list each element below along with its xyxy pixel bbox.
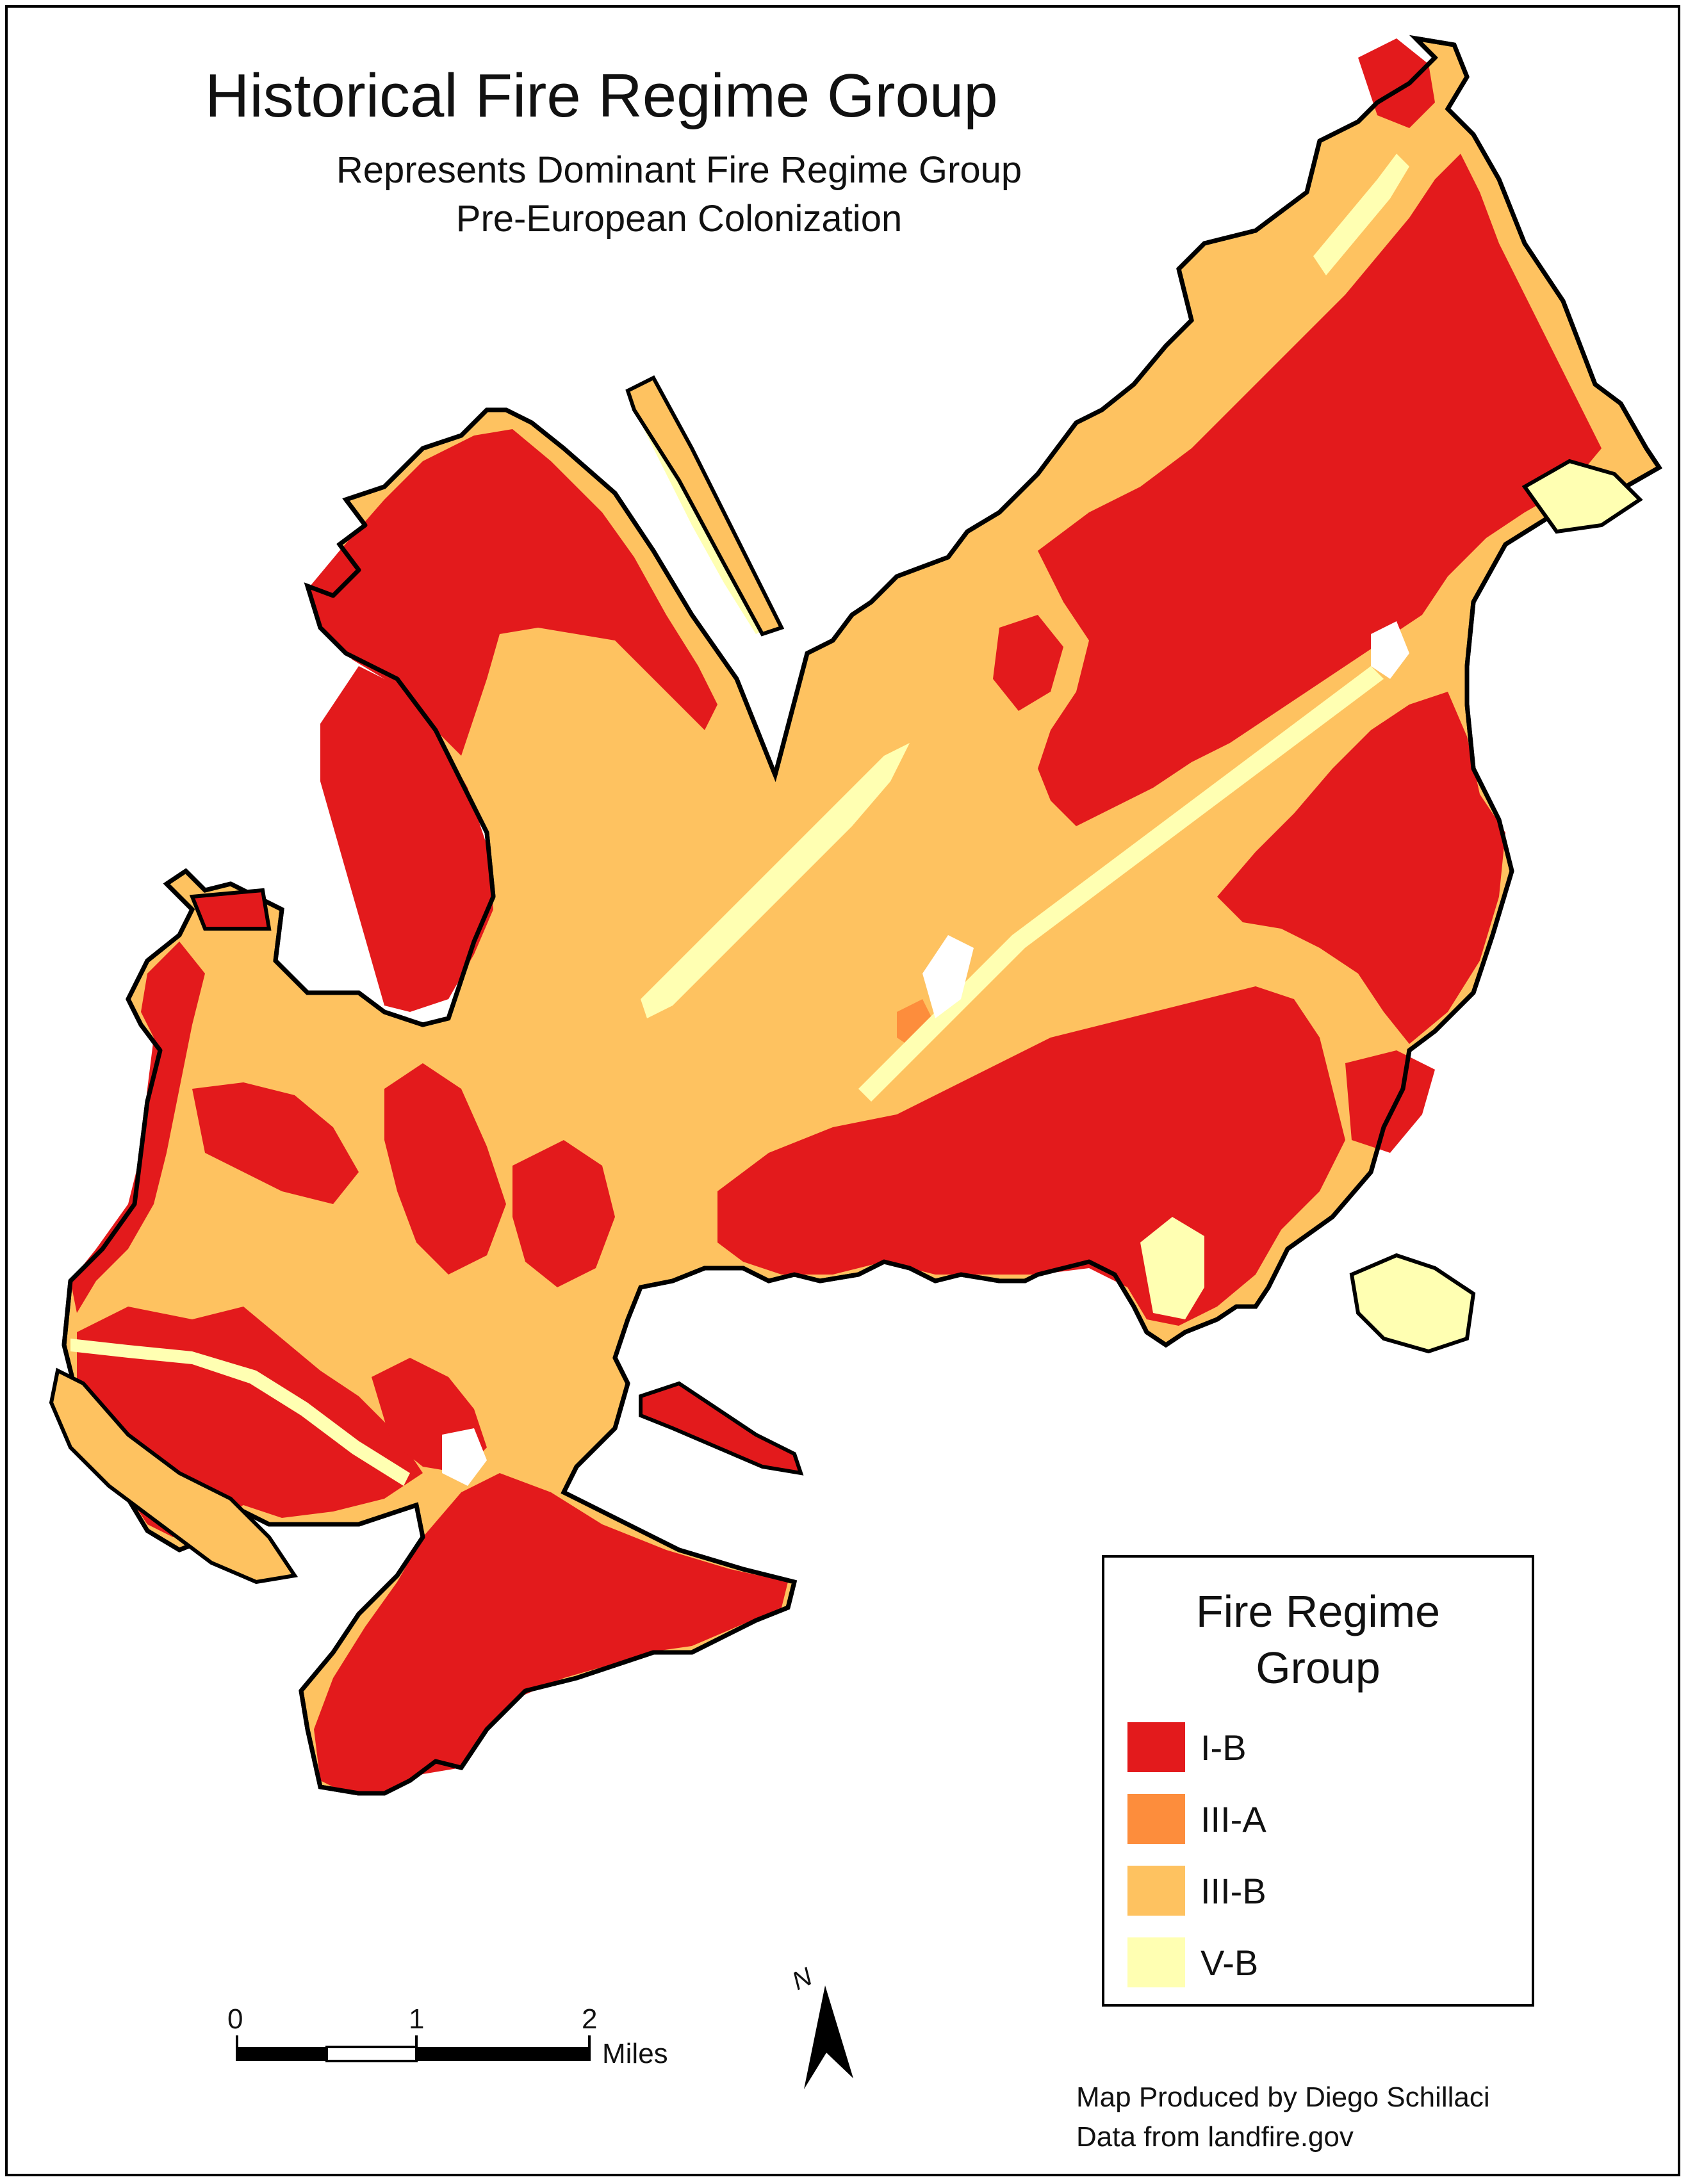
fire-regime-vb-band — [1313, 154, 1409, 275]
legend-label: I-B — [1200, 1727, 1247, 1768]
legend-swatch — [1127, 1866, 1185, 1916]
outlying-parcel — [625, 375, 785, 637]
no-data-patch — [922, 935, 974, 1018]
legend-label: III-B — [1200, 1870, 1266, 1911]
map-title: Historical Fire Regime Group — [205, 61, 998, 130]
legend-swatch — [1127, 1722, 1185, 1772]
north-arrow-icon — [804, 1985, 853, 2089]
fire-regime-ib-patch — [993, 615, 1063, 711]
no-data-patch — [442, 1428, 487, 1486]
map-subtitle-line1: Represents Dominant Fire Regime Group — [336, 149, 1022, 191]
fire-regime-ib-patch — [314, 1473, 788, 1793]
legend-title: Fire Regime Group — [1104, 1583, 1532, 1696]
fire-regime-ib-patch — [1358, 38, 1435, 128]
fire-regime-vb-band — [1140, 1217, 1204, 1319]
fire-regime-ib-patch — [1345, 1050, 1435, 1153]
legend-title-line2: Group — [1256, 1643, 1381, 1693]
scale-bar — [236, 2035, 591, 2062]
legend-item-vb: V-B — [1127, 1937, 1258, 1988]
scale-unit-label: Miles — [602, 2038, 668, 2069]
fire-regime-ib-patch — [192, 1082, 359, 1204]
outlying-parcel — [639, 1381, 804, 1476]
fire-regime-ib-patch — [1038, 154, 1602, 826]
legend-swatch — [1127, 1937, 1185, 1987]
scale-tick-label: 2 — [582, 2003, 598, 2035]
legend-item-iiib: III-B — [1127, 1865, 1266, 1916]
legend-item-iiia: III-A — [1127, 1793, 1266, 1845]
legend-swatch — [1127, 1794, 1185, 1844]
study-area-outline — [61, 36, 1662, 1796]
scale-tick-label: 0 — [227, 2003, 243, 2035]
fire-regime-vb-band — [858, 666, 1384, 1102]
fire-regime-ib-patch — [384, 1063, 506, 1275]
legend-label: III-A — [1200, 1798, 1266, 1839]
fire-regime-vb-band — [70, 1339, 410, 1486]
legend-item-ib: I-B — [1127, 1722, 1247, 1773]
fire-regime-ib-patch — [1217, 692, 1505, 1044]
fire-regime-ib-patch — [320, 666, 493, 1012]
fire-regime-vb-band — [641, 743, 910, 1018]
outlying-parcel — [1521, 459, 1643, 534]
credit-author: Map Produced by Diego Schillaci — [1076, 2082, 1490, 2113]
fire-regime-ib-patch — [70, 941, 205, 1313]
credit-data-source: Data from landfire.gov — [1076, 2121, 1354, 2153]
legend: Fire Regime Group I-B III-A III-B V-B — [1102, 1555, 1534, 2007]
legend-label: V-B — [1200, 1942, 1259, 1983]
fire-regime-ib-patch — [512, 1140, 615, 1287]
map-subtitle-line2: Pre-European Colonization — [455, 198, 903, 240]
no-data-patch — [1371, 621, 1409, 679]
legend-title-line1: Fire Regime — [1195, 1586, 1441, 1636]
outlying-parcel — [1349, 1253, 1476, 1354]
scale-tick-label: 1 — [409, 2003, 425, 2035]
outlying-parcel — [49, 1367, 299, 1585]
fire-regime-ib-patch — [307, 429, 717, 756]
outlying-parcel — [189, 888, 272, 931]
